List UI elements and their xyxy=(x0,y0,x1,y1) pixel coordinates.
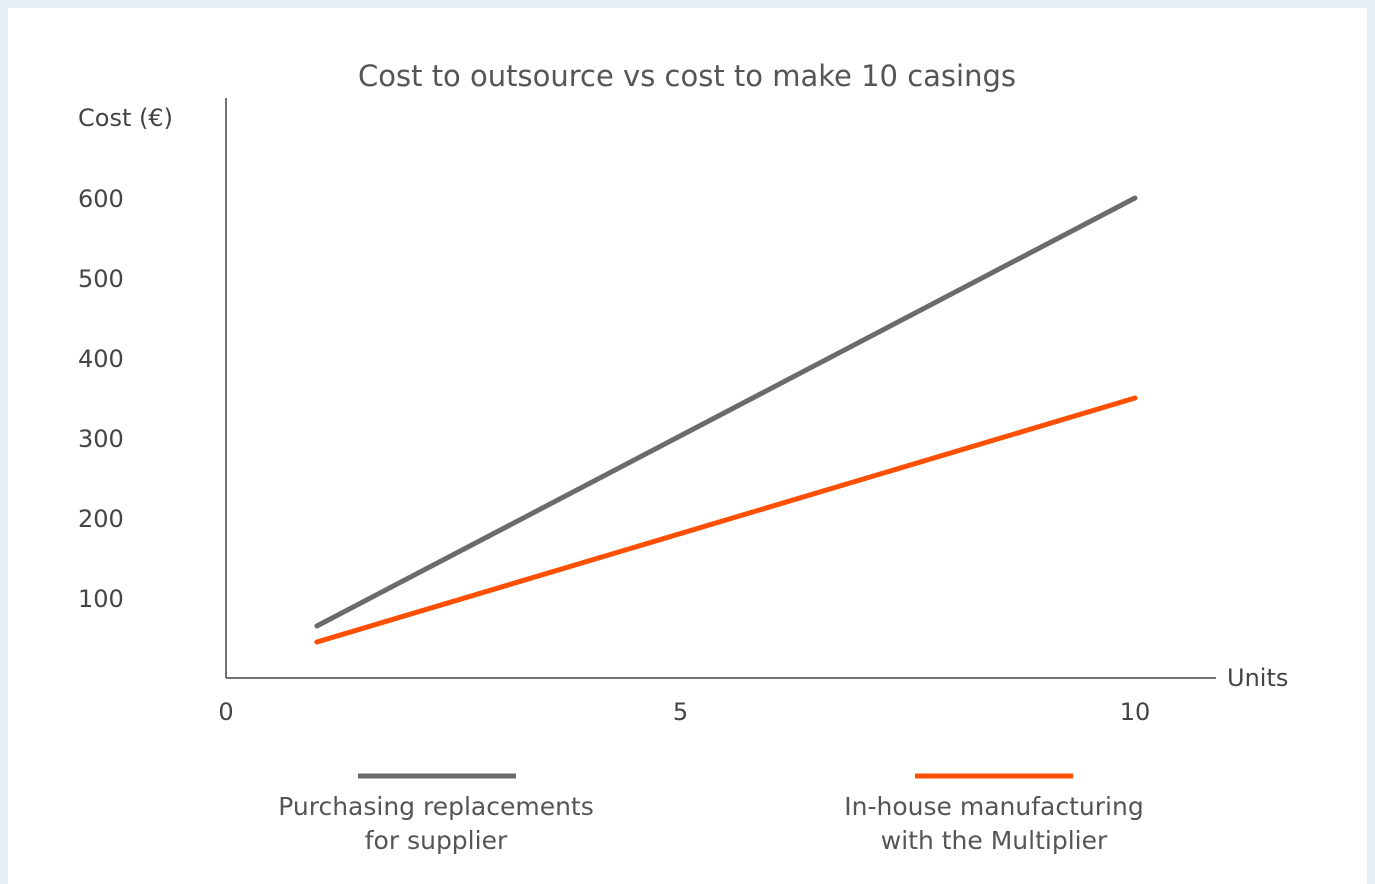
series-line-0 xyxy=(314,195,1138,629)
y-tick-label: 300 xyxy=(78,425,124,453)
line-chart: Cost to outsource vs cost to make 10 cas… xyxy=(78,59,1288,726)
legend-swatch-inhouse xyxy=(915,773,1073,779)
y-tick-label: 600 xyxy=(78,185,124,213)
y-axis-label: Cost (€) xyxy=(78,104,173,132)
chart-card: Cost to outsource vs cost to make 10 cas… xyxy=(8,8,1367,884)
y-tick-label: 400 xyxy=(78,345,124,373)
chart-title: Cost to outsource vs cost to make 10 cas… xyxy=(358,59,1016,93)
x-tick-label: 5 xyxy=(673,698,688,726)
x-tick-label: 0 xyxy=(218,698,233,726)
y-tick-label: 200 xyxy=(78,505,124,533)
legend-label-purchasing: Purchasing replacements for supplier xyxy=(278,792,594,855)
legend-label-inhouse: In-house manufacturing with the Multipli… xyxy=(844,792,1144,855)
x-axis-label: Units xyxy=(1227,664,1288,692)
x-tick-label: 10 xyxy=(1120,698,1151,726)
y-tick-label: 100 xyxy=(78,585,124,613)
legend-swatch-purchasing xyxy=(358,773,516,779)
y-tick-label: 500 xyxy=(78,265,124,293)
series-line-1 xyxy=(314,395,1138,645)
chart-marks: 100 200 300 400 500 600 0 5 10 xyxy=(78,185,1150,726)
